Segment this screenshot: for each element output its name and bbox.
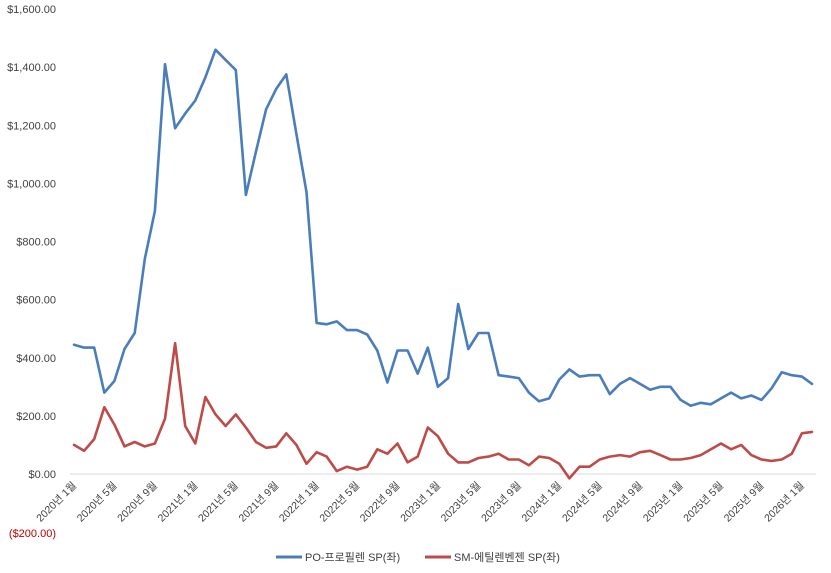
x-tick-label: 2020년 9월 bbox=[115, 480, 160, 525]
x-tick-label: 2020년 1월 bbox=[34, 480, 79, 525]
x-tick-label: 2021년 9월 bbox=[236, 480, 281, 525]
legend-label-sm-ethylbenzene: SM-에틸렌벤젠 SP(좌) bbox=[454, 551, 560, 564]
x-tick-label: 2026년 1월 bbox=[762, 480, 807, 525]
y-tick-label: ($200.00) bbox=[9, 528, 56, 540]
x-tick-label: 2021년 5월 bbox=[196, 480, 241, 525]
x-tick-label: 2022년 1월 bbox=[277, 480, 322, 525]
y-tick-label: $800.00 bbox=[16, 237, 56, 249]
legend: PO-프로필렌 SP(좌) SM-에틸렌벤젠 SP(좌) bbox=[276, 551, 560, 564]
y-tick-label: $1,400.00 bbox=[7, 62, 56, 74]
x-tick-label: 2024년 1월 bbox=[520, 480, 565, 525]
y-tick-label: $1,200.00 bbox=[7, 120, 56, 132]
x-tick-label: 2025년 1월 bbox=[641, 480, 686, 525]
x-tick-label: 2025년 9월 bbox=[722, 480, 767, 525]
x-tick-label: 2023년 9월 bbox=[479, 480, 524, 525]
x-tick-label: 2022년 5월 bbox=[317, 480, 362, 525]
y-tick-label: $1,000.00 bbox=[7, 178, 56, 190]
x-tick-label: 2025년 5월 bbox=[681, 480, 726, 525]
x-tick-label: 2023년 5월 bbox=[439, 480, 484, 525]
x-tick-label: 2024년 9월 bbox=[600, 480, 645, 525]
y-tick-label: $400.00 bbox=[16, 353, 56, 365]
x-tick-label: 2020년 5월 bbox=[75, 480, 120, 525]
y-tick-label: $0.00 bbox=[28, 469, 56, 481]
x-tick-label: 2022년 9월 bbox=[358, 480, 403, 525]
x-tick-label: 2023년 1월 bbox=[398, 480, 443, 525]
x-tick-label: 2024년 5월 bbox=[560, 480, 605, 525]
y-tick-label: $1,600.00 bbox=[7, 4, 56, 16]
x-tick-label: 2021년 1월 bbox=[156, 480, 201, 525]
y-tick-label: $600.00 bbox=[16, 295, 56, 307]
series-lines bbox=[72, 48, 814, 480]
series-line-po-propylene bbox=[72, 48, 814, 408]
y-tick-label: $200.00 bbox=[16, 411, 56, 423]
legend-label-po-propylene: PO-프로필렌 SP(좌) bbox=[305, 551, 400, 564]
series-line-sm-ethylbenzene bbox=[72, 341, 814, 480]
y-axis-tick-labels: $1,600.00 $1,400.00 $1,200.00 $1,000.00 $800… bbox=[7, 4, 56, 540]
